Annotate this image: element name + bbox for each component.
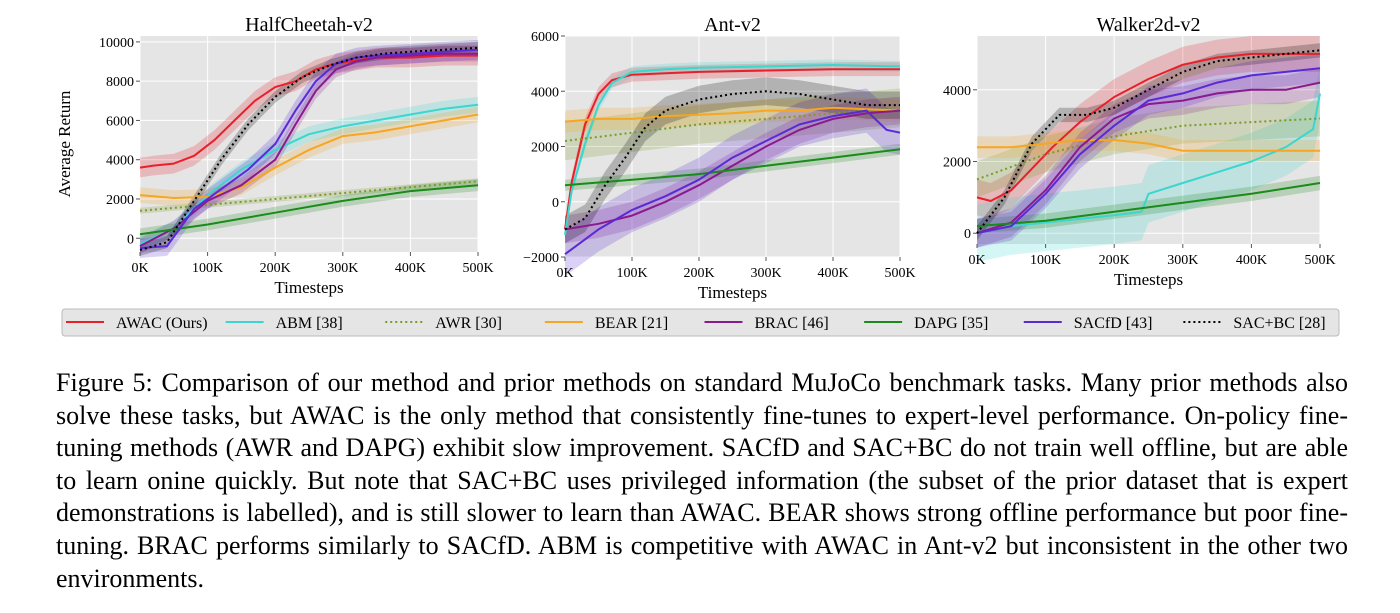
x-tick-label: 500K — [1304, 253, 1335, 268]
series-line-abm-38 — [564, 64, 901, 236]
x-tick-label: 0K — [556, 266, 573, 281]
series-line-sac-bc-28 — [976, 49, 1321, 234]
legend-box — [61, 308, 1340, 337]
y-tick-label: 2000 — [106, 193, 134, 208]
y-tick-label: 6000 — [106, 114, 134, 129]
x-tick-label: 300K — [327, 261, 358, 276]
x-tick-label: 200K — [683, 266, 714, 281]
results-figure: 0K 100K 200K 300K 400K 500K 0 2000 4000 6000 8000 1… — [55, 14, 1340, 337]
series-line-dapg-35 — [976, 182, 1321, 228]
band-abm-38 — [140, 96, 478, 253]
y-tick-label: 8000 — [106, 75, 134, 90]
band-brac-46 — [140, 45, 478, 254]
y-tick-label: 2000 — [943, 156, 971, 171]
series-line-sacfd-43 — [564, 109, 901, 256]
band-bear-21 — [565, 96, 900, 133]
series-line-brac-46 — [139, 52, 478, 247]
y-axis-label: Average Return — [55, 90, 74, 197]
y-tick-label: 0 — [964, 227, 971, 242]
legend-label-abm-38: ABM [38] — [276, 315, 343, 332]
x-axis-label: Timesteps — [698, 283, 767, 302]
series-line-bear-21 — [564, 106, 901, 123]
x-tick-label: 100K — [192, 261, 223, 276]
series-line-dapg-35 — [139, 184, 479, 236]
band-awr-30 — [140, 178, 478, 214]
x-tick-label: 400K — [395, 261, 426, 276]
y-tick-label: 4000 — [106, 154, 134, 169]
legend-label-bear-21: BEAR [21] — [595, 315, 668, 332]
x-tick-label: 100K — [616, 266, 647, 281]
band-abm-38 — [977, 64, 1320, 262]
legend-label-sacfd-43: SACfD [43] — [1074, 315, 1153, 332]
y-tick-label: 2000 — [531, 141, 559, 156]
y-tick-label: 0 — [552, 196, 559, 211]
x-tick-label: 500K — [884, 266, 915, 281]
y-tick-label: 10000 — [99, 36, 134, 51]
x-axis-label: Timesteps — [274, 278, 343, 297]
plot-background — [977, 36, 1320, 244]
series-line-sacfd-43 — [976, 67, 1321, 235]
x-tick-label: 400K — [1236, 253, 1267, 268]
series-line-sac-bc-28 — [139, 46, 479, 251]
series-line-awac-ours — [976, 52, 1320, 202]
legend: AWAC (Ours) ABM [38] AWR [30] BEAR [21] BRAC… — [61, 308, 1340, 337]
band-awr-30 — [977, 100, 1320, 198]
chart-title: HalfCheetah-v2 — [245, 14, 373, 36]
series-line-sac-bc-28 — [564, 90, 900, 231]
series-line-brac-46 — [564, 109, 901, 231]
caption-label: Figure 5: — [56, 368, 153, 397]
caption-text: Comparison of our method and prior metho… — [56, 368, 1349, 593]
legend-label-dapg-35: DAPG [35] — [914, 315, 988, 332]
legend-label-awr-30: AWR [30] — [435, 315, 502, 332]
x-tick-label: 400K — [817, 266, 848, 281]
x-tick-label: 200K — [260, 261, 291, 276]
y-tick-label: 6000 — [531, 30, 559, 45]
y-tick-label: 4000 — [531, 85, 559, 100]
band-awr-30 — [565, 88, 900, 161]
x-tick-label: 300K — [750, 266, 781, 281]
chart-panel-halfcheetah-v2: 0K 100K 200K 300K 400K 500K 0 2000 4000 6000 8000 1… — [55, 14, 494, 297]
series-line-dapg-35 — [564, 148, 901, 187]
y-tick-label: 0 — [127, 232, 134, 247]
legend-label-sac-bc-28: SAC+BC [28] — [1233, 315, 1325, 332]
chart-title: Walker2d-v2 — [1097, 14, 1201, 36]
series-line-awac-ours — [564, 68, 900, 230]
chart-panel-walker2d-v2: 0K 100K 200K 300K 400K 500K 0 2000 4000 Walker2d-… — [943, 14, 1336, 289]
x-tick-label: 300K — [1167, 253, 1198, 268]
y-tick-label: 4000 — [943, 84, 971, 99]
x-tick-label: 0K — [131, 261, 148, 276]
legend-label-brac-46: BRAC [46] — [755, 315, 829, 332]
x-axis-label: Timesteps — [1114, 270, 1183, 289]
series-line-abm-38 — [976, 93, 1321, 235]
band-sacfd-43 — [977, 53, 1320, 248]
series-line-awr-30 — [139, 180, 479, 212]
chart-title: Ant-v2 — [704, 14, 761, 36]
x-tick-label: 0K — [968, 253, 985, 268]
x-tick-label: 200K — [1099, 253, 1130, 268]
band-bear-21 — [140, 106, 478, 206]
figure-caption: Figure 5: Comparison of our method and p… — [56, 367, 1348, 595]
y-tick-label: −2000 — [523, 251, 559, 266]
series-line-sacfd-43 — [139, 48, 479, 250]
series-line-bear-21 — [977, 139, 1320, 152]
band-sac-bc-28 — [565, 77, 900, 244]
chart-panel-ant-v2: 0K 100K 200K 300K 400K 500K −2000 0 2000 4000 6000… — [523, 14, 915, 302]
band-sac-bc-28 — [140, 41, 478, 256]
band-sac-bc-28 — [977, 43, 1320, 241]
series-line-brac-46 — [976, 81, 1321, 235]
band-sacfd-43 — [565, 88, 900, 277]
legend-label-awac-ours: AWAC (Ours) — [116, 315, 208, 332]
series-line-awr-30 — [976, 117, 1321, 181]
x-tick-label: 100K — [1030, 253, 1061, 268]
series-line-awr-30 — [564, 106, 901, 142]
x-tick-label: 500K — [462, 261, 493, 276]
plot-background — [140, 36, 478, 252]
